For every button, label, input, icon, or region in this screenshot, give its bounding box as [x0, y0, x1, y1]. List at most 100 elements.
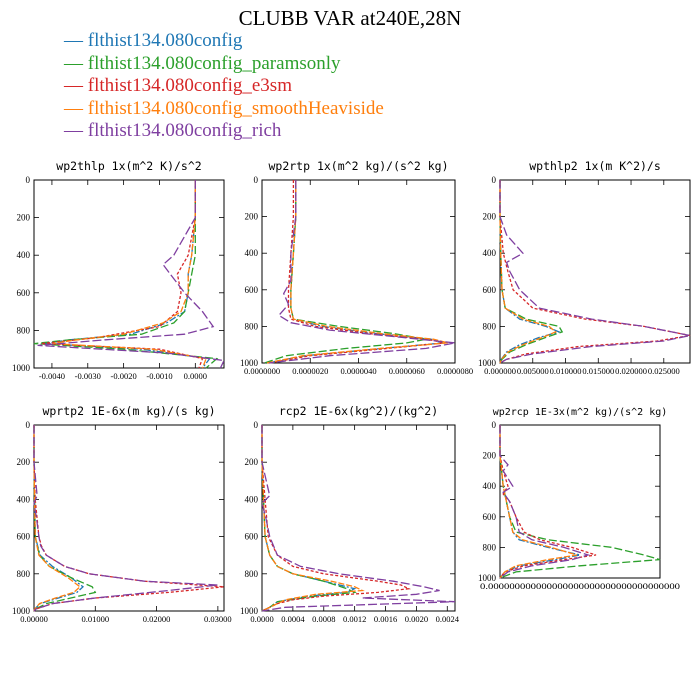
x-tick-label: 0.020000 [615, 366, 647, 376]
x-tick-label: 0.00000 [20, 614, 48, 624]
panel-title: wp2thlp 1x(m^2 K)/s^2 [56, 159, 201, 173]
y-tick-label: 0 [26, 175, 31, 185]
x-tick-label: 0.02000 [143, 614, 171, 624]
x-tick-label: 0.0008 [312, 614, 335, 624]
x-tick-label: 0.0000040 [340, 366, 376, 376]
legend-line-icon: — [64, 97, 88, 119]
y-tick-label: 800 [17, 325, 31, 335]
y-tick-label: 200 [245, 457, 259, 467]
panel-title: rcp2 1E-6x(kg^2)/(kg^2) [279, 404, 438, 418]
legend-label: flthist134.080config_e3sm [87, 75, 292, 96]
y-tick-label: 800 [245, 569, 259, 579]
legend-item: — flthist134.080config_rich [64, 120, 384, 143]
y-tick-label: 200 [17, 457, 31, 467]
series-line [269, 180, 456, 364]
x-tick-label: 0.0000 [184, 371, 207, 381]
x-tick-label: 0.000000000000000000000000000000000000 [480, 581, 680, 591]
x-tick-label: -0.0010 [146, 371, 172, 381]
legend-label: flthist134.080config_paramsonly [87, 52, 341, 74]
legend-item: — flthist134.080config_e3sm [64, 75, 384, 98]
x-tick-label: 0.0000080 [437, 366, 473, 376]
plot-frame [33, 179, 225, 369]
y-tick-label: 800 [245, 321, 259, 331]
legend-item: — flthist134.080config [64, 30, 384, 53]
legend-label: flthist134.080config_smoothHeaviside [87, 97, 384, 119]
x-tick-label: 0.0024 [436, 614, 460, 624]
legend-item: — flthist134.080config_smoothHeaviside [64, 98, 384, 121]
x-tick-label: 0.0000020 [292, 366, 328, 376]
plot-frame [33, 424, 225, 612]
figure-title: CLUBB VAR at240E,28N [238, 6, 462, 30]
y-tick-label: 0 [254, 420, 259, 430]
x-tick-label: 0.0000 [250, 614, 273, 624]
series-line [261, 425, 456, 612]
x-tick-label: 0.0016 [374, 614, 397, 624]
y-tick-label: 800 [17, 569, 31, 579]
panel-title: wprtp2 1E-6x(m kg)/(s kg) [42, 404, 215, 418]
series-line [261, 425, 365, 612]
series-line [499, 180, 561, 364]
series-line [499, 180, 557, 364]
x-tick-label: 0.03000 [204, 614, 232, 624]
y-tick-label: 200 [245, 212, 259, 222]
y-tick-label: 0 [492, 420, 497, 430]
x-tick-label: 0.015000 [582, 366, 614, 376]
y-tick-label: 400 [245, 494, 259, 504]
series-line [499, 425, 597, 579]
legend-line-icon: — [64, 75, 88, 96]
x-tick-label: 0.0020 [405, 614, 428, 624]
x-tick-label: 0.0000000 [244, 366, 280, 376]
legend-line-icon: — [64, 52, 88, 74]
series-line [499, 180, 691, 364]
legend-label: flthist134.080config_rich [87, 120, 282, 141]
panel-title: wpthlp2 1x(m K^2)/s [529, 159, 661, 173]
y-tick-label: 200 [483, 451, 497, 461]
y-tick-label: 400 [483, 248, 497, 258]
y-tick-label: 600 [483, 285, 497, 295]
series-line [33, 425, 225, 612]
legend: — flthist134.080config — flthist134.080c… [64, 30, 384, 143]
y-tick-label: 800 [483, 542, 497, 552]
series-line [499, 180, 691, 364]
y-tick-label: 600 [17, 288, 31, 298]
y-tick-label: 400 [245, 248, 259, 258]
y-tick-label: 0 [254, 175, 259, 185]
y-tick-label: 1000 [240, 358, 259, 368]
plot-frame [499, 179, 691, 364]
y-tick-label: 0 [26, 420, 31, 430]
y-tick-label: 600 [245, 532, 259, 542]
x-tick-label: 0.010000 [550, 366, 582, 376]
y-tick-label: 600 [17, 532, 31, 542]
y-tick-label: 400 [17, 494, 31, 504]
panel-title: wp2rcp 1E-3x(m^2 kg)/(s^2 kg) [493, 407, 668, 418]
y-tick-label: 400 [17, 250, 31, 260]
legend-line-icon: — [64, 120, 88, 141]
x-tick-label: 0.025000 [648, 366, 680, 376]
plot-frame [499, 424, 661, 579]
series-line [499, 425, 581, 579]
x-tick-label: 0.01000 [81, 614, 109, 624]
x-tick-label: 0.005000 [517, 366, 549, 376]
series-line [499, 425, 661, 579]
series-line [33, 425, 97, 612]
panel-title: wp2rtp 1x(m^2 kg)/(s^2 kg) [268, 159, 448, 173]
y-tick-label: 600 [483, 512, 497, 522]
series-line [33, 425, 218, 612]
legend-label: flthist134.080config [87, 30, 243, 51]
series-line [266, 180, 448, 364]
y-tick-label: 200 [17, 213, 31, 223]
x-tick-label: 0.0004 [281, 614, 305, 624]
y-tick-label: 1000 [478, 358, 497, 368]
series-line [33, 425, 82, 612]
y-tick-label: 400 [483, 481, 497, 491]
y-tick-label: 1000 [12, 363, 31, 373]
y-tick-label: 600 [245, 285, 259, 295]
x-tick-label: -0.0040 [39, 371, 65, 381]
legend-item: — flthist134.080config_paramsonly [64, 53, 384, 76]
x-tick-label: 0.000000 [484, 366, 516, 376]
x-tick-label: -0.0020 [111, 371, 137, 381]
y-tick-label: 200 [483, 212, 497, 222]
series-line [51, 180, 207, 369]
series-line [261, 425, 411, 612]
